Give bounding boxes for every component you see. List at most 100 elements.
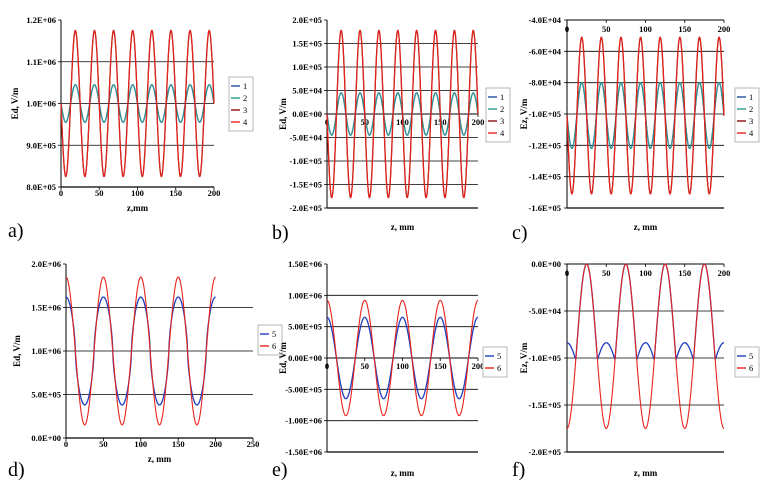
legend-entry: 4: [243, 117, 248, 127]
y-tick-label: -1.0E+05: [529, 353, 561, 363]
y-tick-label: 1.5E+06: [31, 303, 61, 313]
x-axis-label: z, mm: [148, 454, 172, 464]
x-tick-label: 200: [209, 439, 222, 449]
y-axis-label: Ed, V/m: [278, 342, 288, 374]
y-axis-label: Ez, V/m: [519, 342, 529, 373]
legend-entry: 2: [500, 104, 504, 114]
y-tick-label: -5.00E+05: [285, 384, 322, 394]
panel-letter: c): [512, 222, 528, 244]
x-tick-label: 50: [95, 188, 104, 198]
y-tick-label: -2.0E+05: [290, 203, 322, 213]
legend-box: [734, 87, 760, 143]
y-tick-label: 5.00E+05: [288, 322, 322, 332]
x-tick-label: 0: [64, 439, 68, 449]
legend-entry: 4: [749, 128, 754, 138]
x-tick-label: 150: [172, 439, 185, 449]
x-tick-label: 200: [208, 188, 221, 198]
y-axis-label: Ed, V/m: [10, 87, 20, 119]
y-tick-label: 9.0E+05: [26, 140, 56, 150]
series-line-4: [326, 29, 479, 199]
x-tick-label: 50: [361, 361, 370, 371]
y-tick-label: -8.0E+04: [529, 78, 562, 88]
series-line-5: [326, 316, 479, 400]
y-tick-label: 8.0E+05: [26, 182, 56, 192]
x-tick-label: 0: [565, 24, 569, 34]
x-tick-label: 150: [434, 361, 447, 371]
x-axis-label: z,mm: [127, 203, 149, 213]
y-tick-label: 1.00E+06: [288, 290, 322, 300]
panel-letter: b): [272, 222, 289, 244]
x-tick-label: 100: [396, 361, 409, 371]
legend-entry: 5: [272, 329, 276, 339]
legend-entry: 3: [243, 105, 247, 115]
x-tick-label: 100: [134, 439, 147, 449]
legend-entry: 6: [497, 363, 501, 373]
legend-entry: 6: [272, 341, 276, 351]
x-tick-label: 200: [718, 24, 731, 34]
legend-entry: 1: [500, 92, 504, 102]
x-tick-label: 200: [472, 361, 485, 371]
y-tick-label: 1.5E+05: [292, 39, 322, 49]
x-tick-label: 0: [565, 268, 569, 278]
x-tick-label: 150: [169, 188, 182, 198]
y-tick-label: -1.0E+05: [529, 109, 561, 119]
legend-entry: 2: [243, 93, 247, 103]
legend-box: [734, 346, 760, 378]
legend-entry: 2: [749, 104, 753, 114]
chart-panel-4: 0.0E+00 5.0E+05 1.0E+06 1.5E+06 2.0E+06 0 50 10…: [8, 259, 283, 481]
x-tick-label: 50: [602, 268, 611, 278]
x-tick-label: 250: [247, 439, 260, 449]
x-axis-label: z, mm: [391, 222, 415, 232]
legend: 56: [257, 324, 283, 356]
x-tick-label: 150: [678, 24, 691, 34]
legend-entry: 5: [749, 351, 753, 361]
legend-entry: 1: [243, 81, 247, 91]
x-tick-label: 100: [639, 268, 652, 278]
legend-box: [482, 346, 508, 378]
y-tick-label: -1.6E+05: [529, 203, 561, 213]
y-tick-label: 5.0E+04: [292, 86, 322, 96]
y-tick-label: 0.00E+00: [288, 353, 322, 363]
y-axis-label: Ed, V/m: [278, 98, 288, 130]
y-tick-label: -6.0E+04: [529, 46, 562, 56]
legend-box: [228, 76, 254, 132]
y-tick-label: -1.00E+06: [285, 416, 322, 426]
series-line-4: [60, 30, 215, 177]
y-tick-label: 2.0E+06: [31, 259, 61, 269]
legend: 1 2 3 4: [734, 87, 760, 143]
legend-entry: 3: [749, 116, 753, 126]
y-tick-label: -5.0E+04: [290, 133, 323, 143]
y-tick-label: -4.0E+04: [529, 15, 562, 25]
y-tick-label: 0.0E+00: [31, 433, 61, 443]
chart-panel-5: -1.50E+06 -1.00E+06 -5.00E+05 0.00E+00 5.00E…: [272, 259, 508, 481]
y-axis-label: Ed, V/m: [12, 335, 22, 367]
panel-letter: a): [8, 220, 24, 242]
y-tick-label: 1.0E+06: [26, 99, 56, 109]
y-tick-label: -1.50E+06: [285, 447, 322, 457]
x-tick-label: 100: [639, 24, 652, 34]
y-axis-label: Ez, V/m: [519, 98, 529, 129]
legend-entry: 3: [500, 116, 504, 126]
y-tick-label: -1.5E+05: [290, 180, 322, 190]
y-tick-label: 1.0E+06: [31, 346, 61, 356]
legend: 56: [482, 346, 508, 378]
series-line-4: [566, 36, 725, 195]
x-tick-label: 0: [325, 361, 329, 371]
panel-letter: e): [272, 459, 288, 481]
x-tick-label: 50: [602, 24, 611, 34]
panel-letter: f): [512, 459, 525, 481]
y-tick-label: 0.0E+00: [292, 109, 322, 119]
legend-entry: 5: [497, 351, 501, 361]
x-axis-label: z, mm: [634, 468, 658, 478]
x-tick-label: 0: [59, 188, 63, 198]
y-tick-label: 1.50E+06: [288, 259, 322, 269]
series-line-6: [326, 299, 479, 417]
x-tick-label: 50: [99, 439, 108, 449]
chart-panel-6: -2.0E+05 -1.5E+05 -1.0E+05 -5.0E+04 0.0E+00 0…: [512, 259, 760, 481]
y-tick-label: -5.0E+04: [529, 306, 562, 316]
legend: 1 2 3 4: [485, 87, 511, 143]
series-line-6: [566, 263, 725, 430]
x-tick-label: 100: [131, 188, 144, 198]
y-tick-label: -1.4E+05: [529, 172, 561, 182]
